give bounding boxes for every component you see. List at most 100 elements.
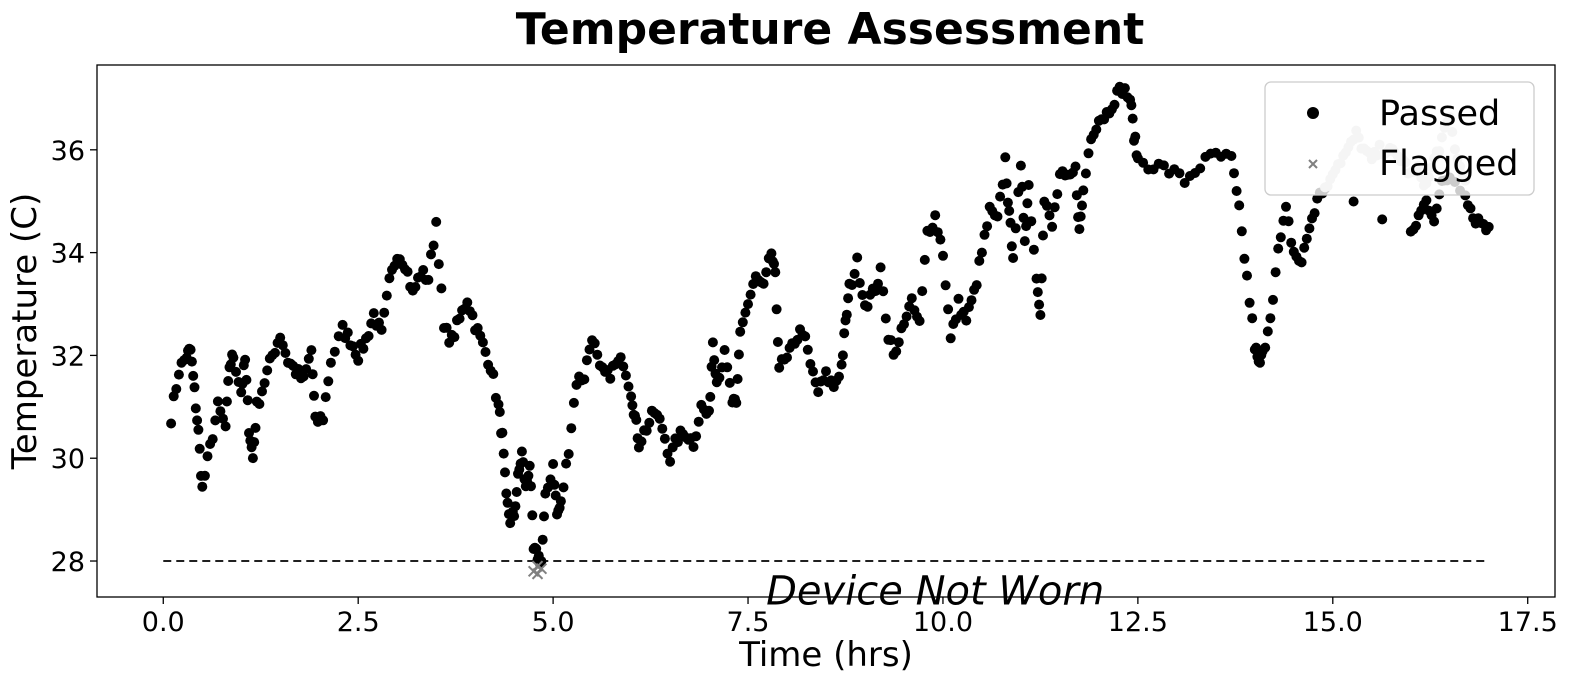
passed-point [189,382,200,393]
passed-point [242,395,253,406]
passed-point [1075,211,1086,222]
passed-point [1074,224,1085,235]
passed-point [1268,294,1278,305]
passed-point [691,431,702,442]
passed-point [197,481,208,492]
passed-point [774,362,785,373]
passed-point [307,369,318,380]
passed-point [368,308,379,319]
passed-point [719,345,730,355]
passed-point [280,348,291,358]
passed-point [436,283,447,294]
passed-point [1244,297,1255,308]
passed-point [1023,180,1034,190]
passed-point [247,453,258,464]
passed-point [644,417,655,428]
passed-point [498,448,509,459]
legend-flagged-marker [1308,159,1318,169]
passed-point [878,286,889,297]
passed-point [891,346,902,357]
x-tick-label: 2.5 [337,607,380,638]
passed-point [558,482,569,493]
passed-point [502,497,513,508]
passed-point [228,352,239,363]
passed-point [919,254,930,265]
passed-point [376,324,387,335]
passed-point [961,315,972,326]
passed-point [1234,200,1245,211]
legend-flagged-label: Flagged [1379,144,1519,184]
x-tick-label: 17.5 [1498,607,1558,638]
passed-point [293,364,304,374]
passed-point [223,376,234,386]
passed-point [1022,198,1033,209]
passed-point [772,337,783,347]
passed-point [477,337,488,348]
passed-point [1006,241,1017,252]
passed-point [1032,287,1043,298]
passed-point [277,340,288,351]
passed-point [1195,163,1206,174]
x-tick-label: 12.5 [1108,607,1168,638]
x-tick-label: 5.0 [532,607,575,638]
passed-point [1000,152,1011,163]
plot-area [96,64,1556,598]
passed-point [770,267,781,278]
passed-point [511,487,522,497]
passed-point [1421,195,1432,206]
passed-point [581,355,592,366]
passed-point [873,278,883,289]
passed-point [1077,200,1087,211]
passed-point [641,425,652,436]
passed-point [732,374,743,384]
passed-point [320,392,331,403]
passed-point [379,307,390,318]
passed-point [705,391,716,402]
passed-point [166,418,177,429]
passed-point [1091,124,1102,135]
passed-point [527,510,538,521]
passed-point [1038,230,1048,241]
passed-point [497,427,508,438]
passed-point [1158,160,1169,171]
passed-point [1309,208,1320,219]
passed-point [241,374,252,385]
passed-point [802,344,813,355]
passed-point [566,423,577,434]
passed-point [318,415,329,426]
passed-point [834,371,844,382]
passed-point [849,268,860,279]
passed-point [875,262,886,273]
passed-point [1296,257,1307,268]
passed-point [1229,168,1239,179]
passed-point [943,304,954,315]
passed-point [1247,313,1258,324]
passed-point [623,381,634,392]
passed-point [454,313,465,324]
passed-point [852,252,863,263]
passed-point [626,391,637,402]
passed-point [1273,243,1284,254]
passed-point [1465,203,1476,214]
passed-point [423,274,434,285]
passed-point [618,361,629,372]
passed-point [524,460,535,471]
passed-point [1047,221,1058,232]
passed-point [995,191,1006,202]
passed-point [1004,205,1015,216]
passed-point [441,322,452,333]
passed-point [733,349,744,360]
passed-point [428,240,439,251]
y-tick-label: 30 [51,444,85,475]
passed-point [906,293,917,304]
passed-point [202,451,213,462]
passed-point [563,449,574,459]
passed-point [337,319,348,330]
passed-point [1281,201,1291,212]
passed-point [1041,200,1052,211]
passed-point [190,403,201,414]
passed-point [836,359,847,370]
passed-point [231,366,241,377]
passed-point [615,352,626,363]
passed-point [914,316,925,326]
